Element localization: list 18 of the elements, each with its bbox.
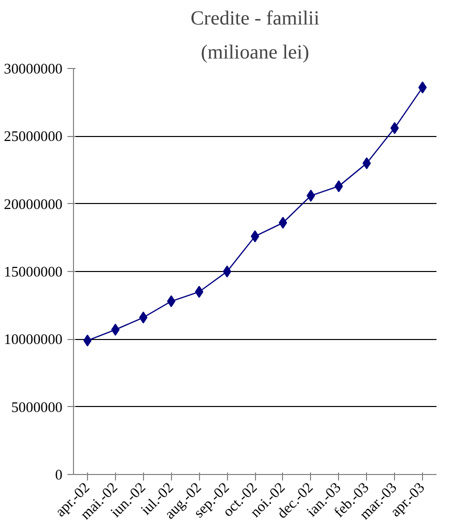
y-tick-label: 25000000 — [4, 129, 62, 146]
chart-subtitle: (milioane lei) — [200, 42, 310, 64]
y-tick-label: 15000000 — [4, 264, 62, 280]
y-tick-label: 20000000 — [4, 196, 62, 213]
y-tick-label: 0 — [55, 468, 62, 484]
point — [390, 122, 399, 134]
chart-title: Credite - familii — [190, 8, 320, 30]
point — [111, 324, 120, 336]
point — [418, 81, 427, 94]
point — [83, 334, 92, 347]
point — [194, 286, 204, 298]
point — [306, 190, 316, 202]
point — [222, 266, 232, 278]
y-tick-label: 10000000 — [4, 332, 62, 348]
point — [250, 230, 260, 242]
y-tick-label: 30000000 — [4, 62, 62, 78]
y-tick-label: 5000000 — [11, 400, 62, 416]
point — [278, 216, 288, 229]
